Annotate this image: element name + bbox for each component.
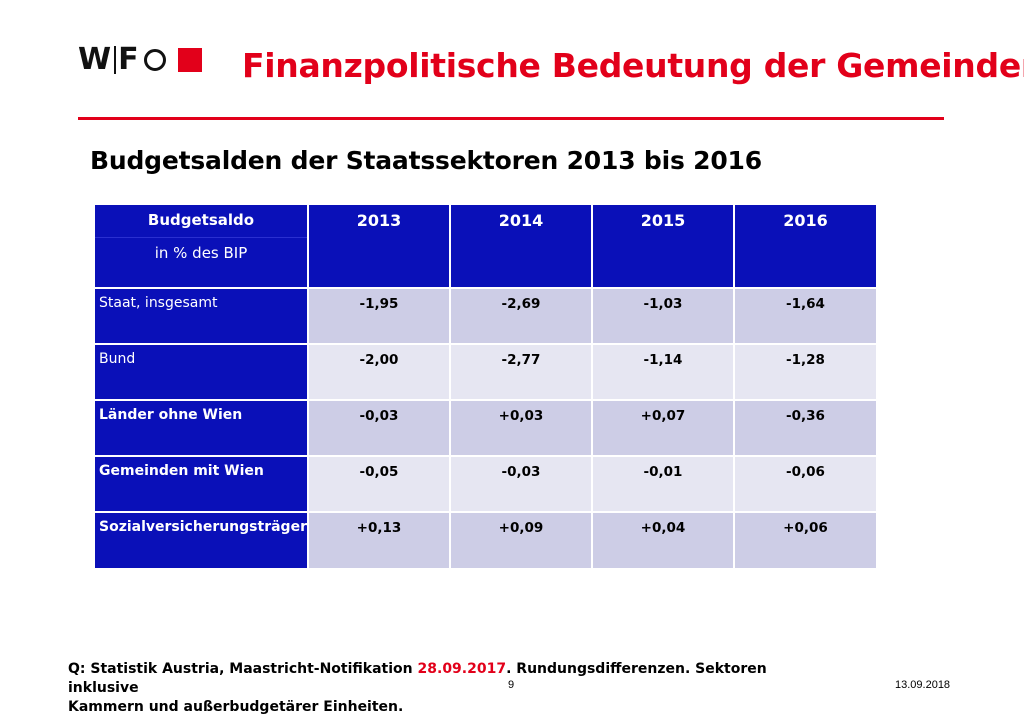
table-cell: -1,14 — [591, 343, 735, 400]
row-label-gemeinden: Gemeinden mit Wien — [95, 455, 309, 512]
slide-date: 13.09.2018 — [895, 679, 951, 691]
logo-separator — [114, 46, 117, 74]
table-cell: -0,03 — [449, 455, 593, 512]
logo-letters-f: F — [118, 42, 140, 77]
row-label-laender: Länder ohne Wien — [95, 399, 309, 456]
page-title: Finanzpolitische Bedeutung der Gemeinden — [242, 46, 1024, 85]
row-label-staat: Staat, insgesamt — [95, 287, 309, 344]
table-row: Bund -2,00 -2,77 -1,14 -1,28 — [95, 343, 876, 400]
logo-letters-w: W — [78, 42, 113, 77]
table-cell: +0,06 — [733, 511, 876, 568]
row-label-bund: Bund — [95, 343, 309, 400]
table-cell: -1,95 — [307, 287, 451, 344]
slide-subtitle: Budgetsalden der Staatssektoren 2013 bis… — [90, 146, 762, 175]
header-label-line-2: in % des BIP — [154, 244, 248, 262]
source-footnote: Q: Statistik Austria, Maastricht-Notifik… — [68, 660, 828, 717]
table-cell: -0,01 — [591, 455, 735, 512]
table-cell: +0,04 — [591, 511, 735, 568]
footnote-text-line2: Kammern und außerbudgetärer Einheiten. — [68, 699, 404, 715]
page-number: 9 — [508, 679, 515, 691]
row-label-sozialversicherung: Sozialversicherungsträger — [95, 511, 309, 568]
table-cell: -1,03 — [591, 287, 735, 344]
table-cell: -0,05 — [307, 455, 451, 512]
table-cell: +0,09 — [449, 511, 593, 568]
table-cell: -1,28 — [733, 343, 876, 400]
header-year-2016: 2016 — [733, 205, 876, 288]
table-row: Länder ohne Wien -0,03 +0,03 +0,07 -0,36 — [95, 399, 876, 456]
table-cell: -2,69 — [449, 287, 593, 344]
header-label-cell: Budgetsaldo in % des BIP — [95, 205, 309, 288]
table-header-row: Budgetsaldo in % des BIP 2013 2014 2015 … — [95, 205, 876, 288]
header-year-2013: 2013 — [307, 205, 451, 288]
table-cell: -2,77 — [449, 343, 593, 400]
table-cell: +0,03 — [449, 399, 593, 456]
table-cell: -0,06 — [733, 455, 876, 512]
table-cell: -0,03 — [307, 399, 451, 456]
table-cell: +0,07 — [591, 399, 735, 456]
logo-circle-icon — [143, 49, 166, 71]
table-row: Staat, insgesamt -1,95 -2,69 -1,03 -1,64 — [95, 287, 876, 344]
table-cell: -2,00 — [307, 343, 451, 400]
wifo-logo: W F — [78, 42, 202, 78]
footnote-date-highlight: 28.09.2017 — [417, 661, 507, 677]
footnote-text-part2: . Rundungsdifferenzen. Sektoren inklusiv… — [68, 661, 767, 696]
header-year-2015: 2015 — [591, 205, 735, 288]
table-cell: +0,13 — [307, 511, 451, 568]
logo-square-icon — [177, 48, 202, 72]
header-label-line-1: Budgetsaldo — [95, 205, 307, 238]
budget-table: Budgetsaldo in % des BIP 2013 2014 2015 … — [95, 205, 876, 568]
table-cell: -0,36 — [733, 399, 876, 456]
table-row: Gemeinden mit Wien -0,05 -0,03 -0,01 -0,… — [95, 455, 876, 512]
header-year-2014: 2014 — [449, 205, 593, 288]
table-row: Sozialversicherungsträger +0,13 +0,09 +0… — [95, 511, 876, 568]
table-cell: -1,64 — [733, 287, 876, 344]
title-divider — [78, 117, 944, 120]
footnote-text-part1: Q: Statistik Austria, Maastricht-Notifik… — [68, 661, 418, 677]
